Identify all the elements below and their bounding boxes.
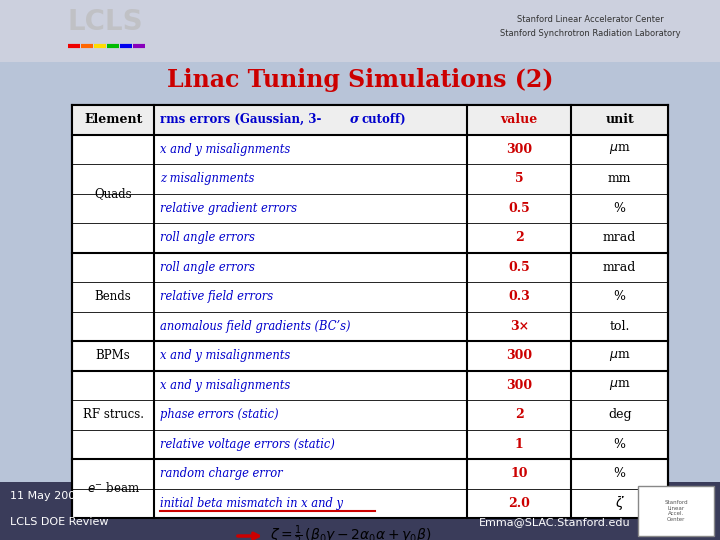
Text: Bends: Bends <box>95 291 132 303</box>
Text: x and y misalignments: x and y misalignments <box>161 143 290 156</box>
Text: σ: σ <box>350 113 359 126</box>
Bar <box>0 0 720 62</box>
Text: BPMs: BPMs <box>96 349 130 362</box>
Text: RF strucs.: RF strucs. <box>83 408 143 421</box>
Text: 11 May 2005: 11 May 2005 <box>10 491 82 501</box>
Text: $\mu$m: $\mu$m <box>609 378 631 392</box>
Text: Stanford Linear Accelerator Center: Stanford Linear Accelerator Center <box>517 16 663 24</box>
Text: relative field errors: relative field errors <box>161 291 274 303</box>
Text: mrad: mrad <box>603 231 636 244</box>
Text: phase errors (static): phase errors (static) <box>161 408 279 421</box>
Text: Stanford Synchrotron Radiation Laboratory: Stanford Synchrotron Radiation Laborator… <box>500 29 680 37</box>
Text: $\zeta = \frac{1}{2}\,(\beta_0\gamma - 2\alpha_0\alpha + \gamma_0\beta)$: $\zeta = \frac{1}{2}\,(\beta_0\gamma - 2… <box>270 524 431 540</box>
Text: 10: 10 <box>510 467 528 480</box>
Text: x and y misalignments: x and y misalignments <box>161 379 290 392</box>
Text: 0.5: 0.5 <box>508 202 530 215</box>
Text: $\zeta$: $\zeta$ <box>615 494 625 512</box>
Text: $e^{-}$ beam: $e^{-}$ beam <box>86 482 140 496</box>
Text: %: % <box>613 202 626 215</box>
Bar <box>638 486 714 536</box>
Text: unit: unit <box>606 113 634 126</box>
Text: Emma@SLAC.Stanford.edu: Emma@SLAC.Stanford.edu <box>478 517 630 527</box>
Text: random charge error: random charge error <box>161 467 283 480</box>
Text: initial beta mismatch in x and y: initial beta mismatch in x and y <box>161 497 343 510</box>
Text: tol.: tol. <box>610 320 630 333</box>
Text: cutoff): cutoff) <box>361 113 406 126</box>
Text: %: % <box>613 438 626 451</box>
Text: $\mu$m: $\mu$m <box>609 142 631 156</box>
Text: 2: 2 <box>515 231 523 244</box>
Text: $\mu$m: $\mu$m <box>609 349 631 363</box>
Text: mm: mm <box>608 172 631 185</box>
Bar <box>0 482 720 540</box>
Bar <box>72 105 668 518</box>
Text: mrad: mrad <box>603 261 636 274</box>
Text: Element: Element <box>84 113 143 126</box>
Text: roll angle errors: roll angle errors <box>161 231 255 244</box>
Text: LCLS: LCLS <box>67 8 143 36</box>
Text: %: % <box>613 291 626 303</box>
Text: Stanford
Linear
Accel.
Center: Stanford Linear Accel. Center <box>664 500 688 522</box>
Text: deg: deg <box>608 408 631 421</box>
Text: 2: 2 <box>515 408 523 421</box>
Text: 5: 5 <box>515 172 523 185</box>
Text: Linac Tuning Simulations (2): Linac Tuning Simulations (2) <box>167 68 553 92</box>
Text: value: value <box>500 113 538 126</box>
Text: LCLS DOE Review: LCLS DOE Review <box>10 517 109 527</box>
Text: 0.5: 0.5 <box>508 261 530 274</box>
Text: Quads: Quads <box>94 187 132 200</box>
Text: 2.0: 2.0 <box>508 497 530 510</box>
Text: anomalous field gradients (BC’s): anomalous field gradients (BC’s) <box>161 320 351 333</box>
Text: 0.3: 0.3 <box>508 291 530 303</box>
Text: relative gradient errors: relative gradient errors <box>161 202 297 215</box>
Text: rms errors (Gaussian, 3-: rms errors (Gaussian, 3- <box>161 113 322 126</box>
Text: P. Emma: P. Emma <box>582 491 630 501</box>
Text: z misalignments: z misalignments <box>161 172 255 185</box>
Text: %: % <box>613 467 626 480</box>
Text: 300: 300 <box>506 379 532 392</box>
Text: roll angle errors: roll angle errors <box>161 261 255 274</box>
Text: 300: 300 <box>506 143 532 156</box>
Text: 3×: 3× <box>510 320 529 333</box>
Bar <box>72 105 668 134</box>
Text: x and y misalignments: x and y misalignments <box>161 349 290 362</box>
Text: 1: 1 <box>515 438 523 451</box>
Text: 300: 300 <box>506 349 532 362</box>
Text: relative voltage errors (static): relative voltage errors (static) <box>161 438 335 451</box>
